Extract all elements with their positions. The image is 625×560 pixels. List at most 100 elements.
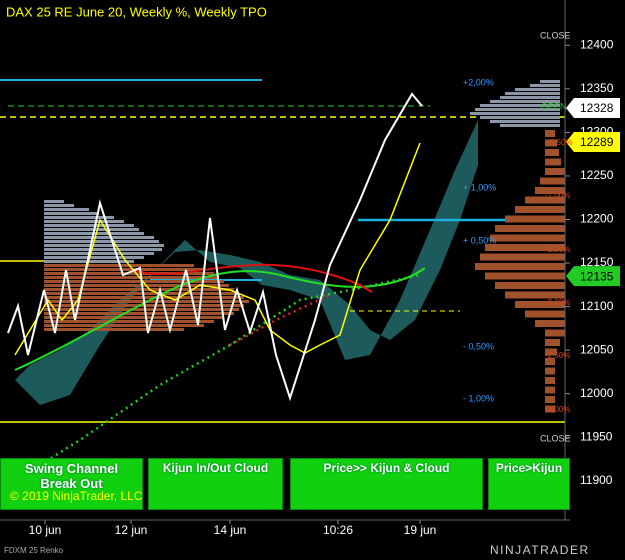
profile-bar xyxy=(545,405,555,413)
profile-bar xyxy=(545,168,565,175)
profile-bar xyxy=(490,100,560,103)
price-marker-label: 12289 xyxy=(580,135,614,149)
profile-bar xyxy=(470,112,560,115)
brand: NINJATRADER xyxy=(490,543,590,557)
profile-bar xyxy=(500,124,560,127)
profile-bar xyxy=(490,234,565,242)
level-label: CLOSE xyxy=(540,433,571,443)
percent-label: -1,00% xyxy=(545,191,570,200)
profile-bar xyxy=(44,208,89,211)
profile-bar xyxy=(44,268,204,271)
profile-bar xyxy=(44,320,214,323)
profile-bar xyxy=(515,88,560,91)
profile-bar xyxy=(480,116,560,119)
profile-bar xyxy=(44,224,134,227)
y-tick-label: 12400 xyxy=(580,37,614,51)
profile-bar xyxy=(545,339,560,346)
profile-bar xyxy=(44,324,204,327)
profile-bar xyxy=(545,158,561,166)
profile-bar xyxy=(505,291,565,299)
profile-bar xyxy=(44,240,159,243)
x-tick-label: 10 jun xyxy=(29,523,62,537)
price-axis xyxy=(565,0,625,520)
y-tick-label: 12050 xyxy=(580,342,614,356)
chart-title: DAX 25 RE June 20, Weekly %, Weekly TPO xyxy=(6,4,267,19)
profile-bar xyxy=(540,177,565,185)
percent-label: -1,50% xyxy=(545,245,570,254)
y-tick-label: 12250 xyxy=(580,168,614,182)
signal-box: Swing Channel Break Out xyxy=(0,458,143,510)
profile-bar xyxy=(545,130,555,137)
profile-bar xyxy=(505,92,560,95)
x-tick-label: 14 jun xyxy=(214,523,247,537)
profile-bar xyxy=(44,220,124,223)
percent-label: - 0,50% xyxy=(463,341,494,351)
profile-bar xyxy=(515,301,565,308)
profile-bar xyxy=(44,256,144,259)
instrument: FDXM 25 Renko xyxy=(4,546,64,555)
profile-bar xyxy=(485,272,565,280)
profile-bar xyxy=(44,216,114,219)
percent-label: +2,00% xyxy=(463,77,494,87)
y-tick-label: 12000 xyxy=(580,386,614,400)
price-marker xyxy=(566,131,620,152)
profile-bar xyxy=(545,386,555,394)
profile-bar xyxy=(480,104,560,107)
profile-bar xyxy=(44,292,239,295)
profile-bar xyxy=(500,96,560,99)
profile-bar xyxy=(44,308,239,311)
x-tick-label: 19 jun xyxy=(404,523,437,537)
profile-bar xyxy=(44,236,154,239)
signal-box: Price>> Kijun & Cloud xyxy=(290,458,483,510)
y-tick-label: 12200 xyxy=(580,212,614,226)
y-tick-label: 11950 xyxy=(580,429,613,443)
profile-bar xyxy=(545,367,555,375)
profile-bar xyxy=(44,280,224,283)
profile-bar xyxy=(525,310,565,318)
level-label: CLOSE xyxy=(540,30,571,40)
profile-bar xyxy=(475,108,560,111)
profile-bar xyxy=(44,204,74,207)
profile-bar xyxy=(44,212,99,215)
percent-label: -3,00% xyxy=(545,405,570,414)
profile-bar xyxy=(545,358,555,365)
price-marker xyxy=(566,98,620,119)
profile-bar xyxy=(545,149,559,156)
percent-label: -2,50% xyxy=(545,351,570,360)
profile-bar xyxy=(545,396,555,403)
x-tick-label: 10:26 xyxy=(323,523,353,537)
trend-line xyxy=(229,293,331,347)
profile-bar xyxy=(495,225,565,232)
profile-bar xyxy=(44,228,139,231)
profile-bar xyxy=(545,329,565,337)
profile-bar xyxy=(44,316,224,319)
profile-bar xyxy=(545,139,557,147)
profile-bar xyxy=(44,200,64,203)
profile-bar xyxy=(480,253,565,261)
percent-label: - 0,50% xyxy=(545,138,573,147)
profile-bar xyxy=(44,248,162,251)
profile-bar xyxy=(44,312,234,315)
y-tick-label: 12150 xyxy=(580,255,614,269)
profile-bar xyxy=(535,187,565,194)
level-label: OPEN xyxy=(541,101,567,111)
profile-bar xyxy=(44,288,234,291)
profile-bar xyxy=(44,244,164,247)
percent-label: + 0,50% xyxy=(463,235,496,245)
profile-bar xyxy=(515,206,565,213)
percent-label: - 1,00% xyxy=(463,393,494,403)
profile-bar xyxy=(44,328,184,331)
profile-bar xyxy=(525,196,565,204)
profile-bar xyxy=(485,244,565,251)
y-tick-label: 12100 xyxy=(580,299,614,313)
percent-label: -2,00% xyxy=(545,298,570,307)
kijun-line xyxy=(14,267,426,371)
signal-box: Price>Kijun xyxy=(488,458,570,510)
y-tick-label: 12350 xyxy=(580,81,614,95)
profile-bar xyxy=(490,120,560,123)
profile-bar xyxy=(505,215,565,223)
profile-bar xyxy=(44,276,219,279)
